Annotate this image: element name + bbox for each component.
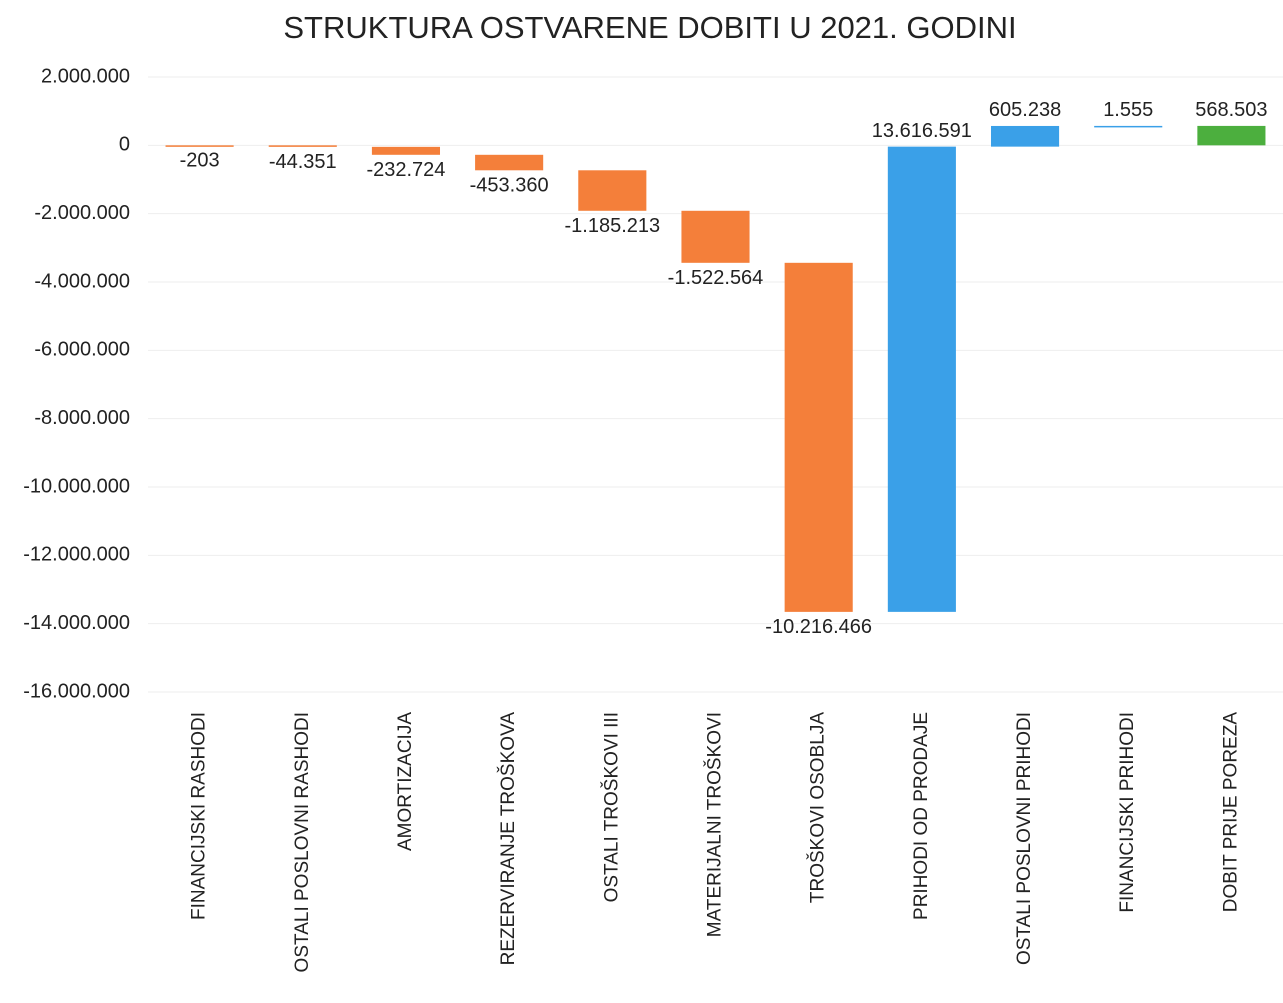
- value-label: 1.555: [1103, 99, 1153, 121]
- value-label: -10.216.466: [765, 616, 872, 638]
- x-tick-label: REZERVIRANJE TROŠKOVA: [497, 712, 519, 966]
- bar: [578, 170, 647, 211]
- y-tick-label: -2.000.000: [34, 202, 130, 224]
- value-label: -453.360: [470, 175, 549, 197]
- bar: [990, 125, 1060, 147]
- value-label: 13.616.591: [872, 120, 972, 142]
- chart-title: STRUKTURA OSTVARENE DOBITI U 2021. GODIN…: [283, 10, 1016, 45]
- value-label: 568.503: [1195, 99, 1267, 121]
- bar: [887, 146, 956, 612]
- x-tick-label: OSTALI POSLOVNI PRIHODI: [1014, 712, 1035, 965]
- value-label: -44.351: [269, 151, 337, 173]
- x-tick-label: FINANCIJSKI PRIHODI: [1117, 712, 1138, 913]
- value-label: -203: [180, 150, 220, 172]
- bar: [681, 210, 750, 263]
- value-label: 605.238: [989, 99, 1061, 121]
- y-tick-label: -8.000.000: [34, 407, 130, 429]
- bar: [475, 154, 544, 171]
- y-tick-label: -16.000.000: [23, 680, 130, 702]
- value-label: -232.724: [366, 159, 445, 181]
- value-label: -1.522.564: [668, 267, 764, 289]
- bar: [165, 145, 234, 147]
- x-tick-label: FINANCIJSKI RASHODI: [189, 712, 210, 920]
- bar: [784, 262, 853, 612]
- x-tick-label: AMORTIZACIJA: [395, 712, 416, 851]
- x-tick-label: MATERIJALNI TROŠKOVI: [704, 712, 726, 937]
- y-tick-label: 0: [119, 134, 130, 156]
- bar: [1197, 125, 1266, 146]
- x-tick-label: DOBIT PRIJE POREZA: [1220, 712, 1241, 913]
- bar: [268, 145, 337, 147]
- y-tick-label: -4.000.000: [34, 270, 130, 292]
- y-tick-label: 2.000.000: [41, 65, 130, 87]
- y-tick-label: -6.000.000: [34, 339, 130, 361]
- y-tick-label: -10.000.000: [23, 475, 130, 497]
- x-tick-label: OSTALI TROŠKOVI III: [600, 712, 622, 902]
- y-tick-label: -12.000.000: [23, 544, 130, 566]
- x-tick-label: OSTALI POSLOVNI RASHODI: [292, 712, 313, 972]
- value-label: -1.185.213: [564, 215, 660, 237]
- y-tick-label: -14.000.000: [23, 612, 130, 634]
- x-tick-label: PRIHODI OD PRODAJE: [911, 712, 932, 920]
- x-tick-label: TROŠKOVI OSOBLJA: [807, 712, 829, 903]
- bar: [371, 146, 441, 155]
- bar: [1094, 125, 1163, 128]
